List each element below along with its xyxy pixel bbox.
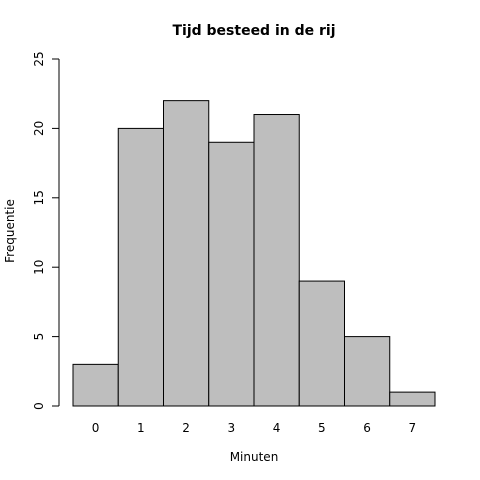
bar-4 bbox=[253, 114, 300, 407]
bar-0 bbox=[72, 363, 119, 407]
x-tick-label-5: 5 bbox=[318, 421, 326, 435]
x-tick-label-1: 1 bbox=[137, 421, 145, 435]
y-tick-label-15: 15 bbox=[32, 190, 46, 205]
x-axis-label: Minuten bbox=[230, 450, 279, 464]
bar-7 bbox=[389, 391, 436, 407]
y-tick-label-0: 0 bbox=[32, 402, 46, 410]
bar-2 bbox=[163, 100, 210, 407]
y-tick-label-5: 5 bbox=[32, 333, 46, 341]
x-tick-label-7: 7 bbox=[409, 421, 417, 435]
x-tick-label-6: 6 bbox=[363, 421, 371, 435]
x-tick-label-2: 2 bbox=[182, 421, 190, 435]
x-tick-label-0: 0 bbox=[92, 421, 100, 435]
bar-3 bbox=[208, 141, 255, 407]
chart-title: Tijd besteed in de rij bbox=[172, 23, 335, 39]
x-tick-label-3: 3 bbox=[228, 421, 236, 435]
y-tick-label-10: 10 bbox=[32, 260, 46, 275]
y-axis: 0 5 10 15 20 25 bbox=[32, 51, 60, 410]
y-tick-label-20: 20 bbox=[32, 121, 46, 136]
y-axis-label: Frequentie bbox=[3, 199, 17, 263]
x-tick-label-4: 4 bbox=[273, 421, 281, 435]
bar-1 bbox=[117, 127, 164, 407]
y-tick-label-25: 25 bbox=[32, 51, 46, 66]
bar-6 bbox=[344, 336, 391, 407]
x-axis: 0 1 2 3 4 5 6 7 bbox=[92, 421, 416, 435]
bars-group bbox=[72, 100, 436, 407]
bar-5 bbox=[298, 280, 345, 407]
